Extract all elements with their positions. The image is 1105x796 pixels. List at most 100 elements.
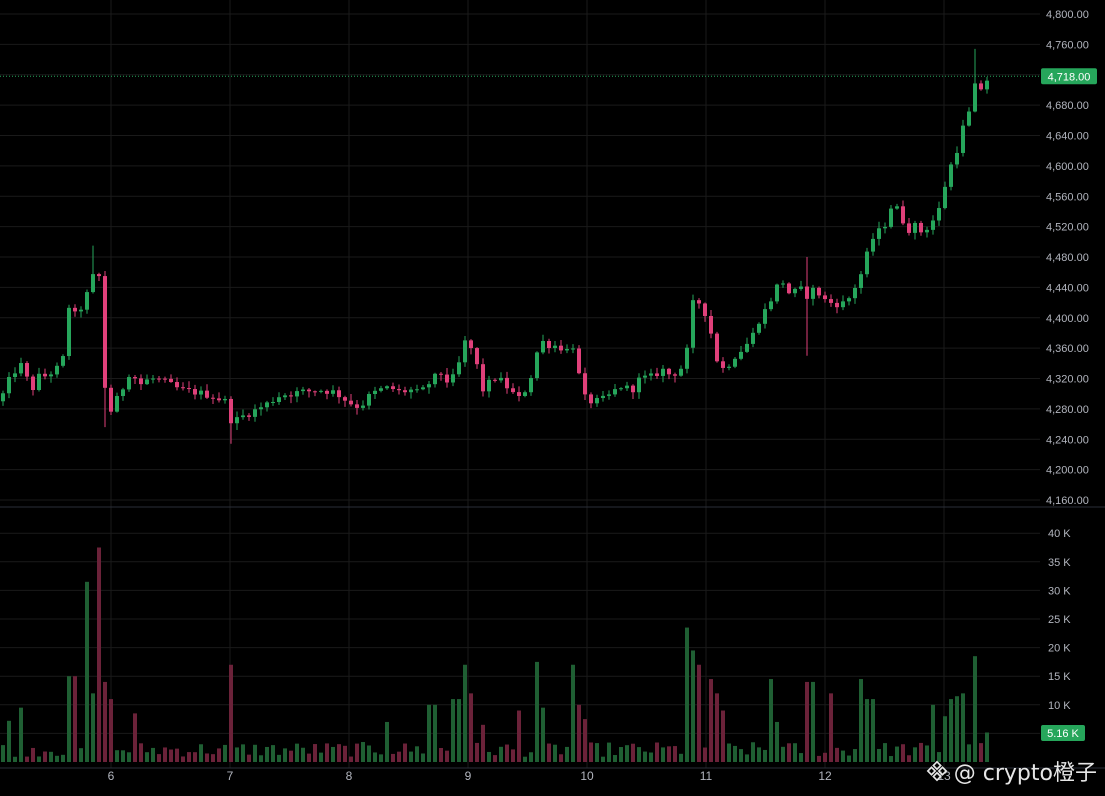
candle	[763, 303, 767, 329]
candle-body	[931, 220, 935, 230]
candle-body	[289, 395, 293, 397]
candle-body	[871, 238, 875, 252]
volume-bar	[163, 747, 167, 762]
volume-tick-label: 30 K	[1048, 585, 1071, 597]
volume-bar	[763, 749, 767, 762]
candle-body	[703, 303, 707, 316]
volume-bar	[169, 749, 173, 762]
time-tick-label: 9	[465, 769, 472, 783]
candle	[463, 335, 467, 367]
volume-bar	[739, 749, 743, 762]
candle-body	[451, 374, 455, 383]
candle-body	[409, 389, 413, 393]
volume-bar	[637, 747, 641, 762]
candle-body	[973, 83, 977, 112]
candle-body	[151, 378, 155, 380]
candle-body	[853, 288, 857, 299]
volume-bar	[331, 746, 335, 762]
volume-bar	[301, 747, 305, 762]
candle-body	[325, 390, 329, 394]
candle-body	[37, 373, 41, 391]
time-tick-label: 7	[227, 769, 234, 783]
volume-bar	[703, 747, 707, 762]
volume-bar	[769, 679, 773, 762]
candle	[163, 376, 167, 383]
volume-bar	[535, 661, 539, 762]
volume-bar	[793, 743, 797, 762]
candle-body	[469, 340, 473, 349]
candle	[589, 392, 593, 409]
candle-body	[259, 407, 263, 410]
candle	[817, 286, 821, 299]
volume-bar	[895, 746, 899, 762]
volume-bar	[679, 753, 683, 762]
price-axis[interactable]: 4,160.00 4,200.00 4,240.00 4,280.00 4,320.00…	[1046, 9, 1089, 507]
candle	[961, 119, 965, 157]
volume-bar	[109, 699, 113, 762]
volume-bar	[277, 754, 281, 762]
candle	[499, 372, 503, 383]
candle	[151, 375, 155, 384]
candle-body	[91, 274, 95, 293]
volume-bar	[595, 743, 599, 762]
candle-body	[775, 284, 779, 302]
candle-body	[295, 391, 299, 397]
candle	[655, 367, 659, 379]
volume-bar	[685, 627, 689, 762]
time-axis[interactable]: 6 7 8 9 10 11 12 13	[108, 769, 951, 783]
volume-bar	[493, 755, 497, 762]
volume-bar	[859, 679, 863, 762]
candle	[853, 284, 857, 304]
price-tick-label: 4,560.00	[1046, 191, 1089, 203]
candle	[949, 162, 953, 191]
volume-bar	[781, 746, 785, 762]
volume-bar	[847, 755, 851, 762]
volume-bar	[361, 742, 365, 762]
volume-bar	[139, 743, 143, 762]
volume-bar	[463, 664, 467, 762]
candle	[445, 368, 449, 388]
candle-body	[679, 368, 683, 376]
candle	[421, 384, 425, 391]
candle-body	[553, 345, 557, 348]
candle	[967, 107, 971, 127]
candle	[841, 295, 845, 311]
candle	[985, 77, 989, 94]
candle-body	[859, 274, 863, 289]
volume-bar	[511, 749, 515, 762]
volume-bar	[487, 751, 491, 762]
candle	[217, 392, 221, 403]
candle	[859, 270, 863, 294]
volume-bar	[415, 746, 419, 762]
candle	[31, 374, 35, 396]
volume-bar	[313, 744, 317, 762]
candle-body	[847, 298, 851, 302]
candle	[733, 356, 737, 369]
volume-bar	[367, 745, 371, 762]
volume-tick-label: 15 K	[1048, 671, 1071, 683]
candle	[835, 298, 839, 314]
candle	[805, 257, 809, 356]
candle-body	[43, 373, 47, 377]
candle	[409, 386, 413, 399]
candle-body	[565, 348, 569, 351]
candle-body	[67, 307, 71, 357]
volume-axis[interactable]: 5 K10 K15 K20 K25 K30 K35 K40 K	[1048, 528, 1071, 740]
candle-body	[631, 385, 635, 393]
candle	[85, 289, 89, 314]
volume-bar	[469, 693, 473, 762]
volume-bar	[79, 748, 83, 762]
candle	[709, 309, 713, 339]
candle	[907, 218, 911, 236]
candle-body	[385, 386, 389, 389]
candle-body	[7, 377, 11, 394]
volume-bar	[187, 752, 191, 762]
volume-bar	[25, 756, 29, 762]
volume-bar	[799, 753, 803, 762]
candle-body	[589, 394, 593, 404]
volume-bar	[967, 744, 971, 762]
candle	[721, 357, 725, 373]
candle	[901, 200, 905, 226]
candle	[139, 374, 143, 391]
